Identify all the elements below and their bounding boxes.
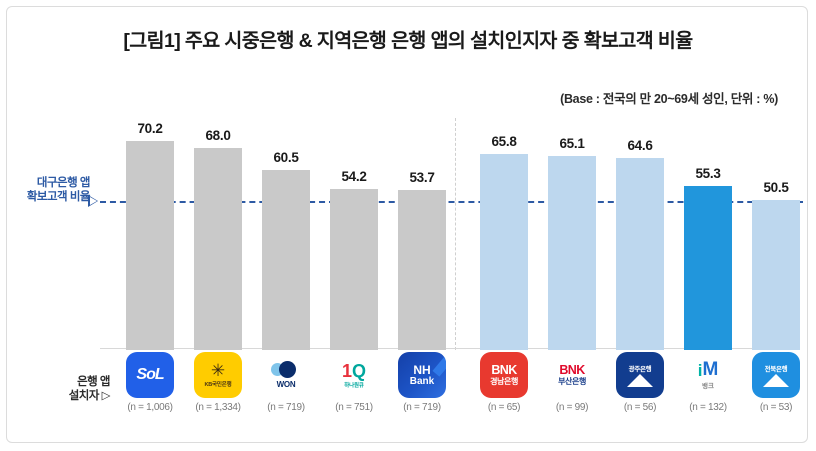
bar-value-label: 53.7	[409, 170, 435, 185]
bar-rect[interactable]	[126, 141, 174, 350]
sample-size-label: (n = 65)	[487, 402, 521, 413]
gwangju-logo-icon[interactable]: 광주은행	[616, 352, 664, 398]
nh-logo-icon[interactable]: NH Bank	[398, 352, 446, 398]
bank-entry-nh[interactable]: NH Bank (n = 719)	[390, 352, 454, 413]
won-logo-icon[interactable]: WON	[262, 352, 310, 398]
bar-rect[interactable]	[616, 158, 664, 350]
sample-size-label: (n = 1,334)	[195, 402, 241, 413]
bank-entry-sol[interactable]: SoL (n = 1,006)	[118, 352, 182, 413]
bank-entry-hana[interactable]: 1 Q 하나원큐 (n = 751)	[322, 352, 386, 413]
bar-value-label: 50.5	[763, 180, 789, 195]
im-logo-text: 뱅크	[702, 382, 714, 390]
hana-logo-icon[interactable]: 1 Q 하나원큐	[330, 352, 378, 398]
sol-logo-text: SoL	[136, 366, 164, 383]
bnk-kyongnam-logo-text-2: 경남은행	[490, 376, 518, 386]
page-title: [그림1] 주요 시중은행 & 지역은행 은행 앱의 설치인지자 중 확보고객 …	[123, 30, 693, 52]
bar-column[interactable]: 70.2	[118, 118, 182, 350]
bar-rect[interactable]	[398, 190, 446, 350]
jeonbuk-logo-icon[interactable]: 전북은행	[752, 352, 800, 398]
bank-entry-im[interactable]: i M 뱅크 (n = 132)	[676, 352, 740, 413]
bar-column[interactable]: 54.2	[322, 118, 386, 350]
reference-line-label: 대구은행 앱 확보고객 비율	[6, 176, 91, 204]
bar-rect[interactable]	[752, 200, 800, 350]
jeonbuk-logo-text: 전북은행	[764, 366, 788, 373]
bank-entry-jeonbuk[interactable]: 전북은행 (n = 53)	[744, 352, 808, 413]
bar-column[interactable]: 55.3	[676, 118, 740, 350]
reference-label-line2: 확보고객 비율	[26, 191, 91, 203]
bar-value-label: 65.1	[559, 136, 585, 151]
reference-line	[100, 201, 803, 203]
im-logo-icon[interactable]: i M 뱅크	[684, 352, 732, 398]
bar-value-label: 65.8	[491, 134, 517, 149]
reference-marker-inner-icon	[90, 197, 97, 205]
sample-size-label: (n = 99)	[555, 402, 589, 413]
bar-column[interactable]: 53.7	[390, 118, 454, 350]
installer-axis-label: 은행 앱 설치자 ▷	[30, 375, 111, 403]
kb-logo-icon[interactable]: ✳ KB국민은행	[194, 352, 242, 398]
bar-value-label: 55.3	[695, 166, 721, 181]
reference-label-line1: 대구은행 앱	[36, 177, 91, 189]
sol-logo-icon[interactable]: SoL	[126, 352, 174, 398]
hana-q-text: Q	[352, 360, 367, 381]
bank-entry-kb[interactable]: ✳ KB국민은행 (n = 1,334)	[186, 352, 250, 413]
bank-entry-bnk-kyongnam[interactable]: BNK 경남은행 (n = 65)	[472, 352, 536, 413]
bar-column[interactable]: 65.1	[540, 118, 604, 350]
nh-stripe-icon	[432, 352, 446, 377]
sample-size-label: (n = 719)	[267, 402, 305, 413]
im-i-text: i	[697, 360, 703, 380]
hana-mark-icon: 1 Q	[342, 362, 366, 380]
nh-logo-text-2: Bank	[409, 375, 435, 387]
bar-rect[interactable]	[330, 189, 378, 350]
bar-value-label: 54.2	[341, 169, 367, 184]
bar-rect[interactable]	[548, 156, 596, 350]
sample-size-label: (n = 751)	[335, 402, 373, 413]
jeonbuk-chevron-icon	[763, 374, 789, 387]
bar-column[interactable]: 68.0	[186, 118, 250, 350]
bnk-busan-logo-text-2: 부산은행	[558, 376, 586, 386]
group-divider	[455, 118, 456, 350]
bar-rect[interactable]	[480, 154, 528, 350]
bnk-busan-logo-text-1: BNK	[559, 362, 585, 377]
won-dot-dark-icon	[279, 361, 296, 378]
kb-logo-text: KB국민은행	[204, 381, 232, 388]
bnk-kyongnam-logo-text-1: BNK	[491, 362, 517, 377]
bnk-kyongnam-logo-icon[interactable]: BNK 경남은행	[480, 352, 528, 398]
im-m-text: M	[702, 358, 719, 380]
bank-entry-bnk-busan[interactable]: BNK 부산은행 (n = 99)	[540, 352, 604, 413]
won-logo-text: WON	[276, 380, 296, 389]
bar-rect[interactable]	[262, 170, 310, 350]
installer-label-line1: 은행 앱	[77, 376, 110, 388]
bar-rect[interactable]	[194, 148, 242, 350]
won-dots-icon	[271, 361, 301, 379]
sample-size-label: (n = 56)	[623, 402, 657, 413]
im-mark-icon: i M	[697, 358, 719, 380]
sample-size-label: (n = 53)	[759, 402, 793, 413]
bar-value-label: 68.0	[205, 128, 231, 143]
gwangju-logo-text: 광주은행	[628, 366, 652, 373]
sample-size-label: (n = 132)	[689, 402, 727, 413]
bar-column[interactable]: 64.6	[608, 118, 672, 350]
bank-entry-gwangju[interactable]: 광주은행 (n = 56)	[608, 352, 672, 413]
base-note: (Base : 전국의 만 20~69세 성인, 단위 : %)	[560, 92, 778, 106]
hana-one-text: 1	[341, 360, 352, 381]
sample-size-label: (n = 1,006)	[127, 402, 173, 413]
installer-label-line2: 설치자 ▷	[68, 390, 111, 402]
bar-value-label: 70.2	[137, 121, 163, 136]
x-axis-line	[100, 348, 800, 349]
bank-entry-won[interactable]: WON (n = 719)	[254, 352, 318, 413]
bar-value-label: 60.5	[273, 150, 299, 165]
hana-logo-text: 하나원큐	[344, 382, 364, 389]
bar-column[interactable]: 60.5	[254, 118, 318, 350]
bnk-busan-logo-icon[interactable]: BNK 부산은행	[548, 352, 596, 398]
kb-star-icon: ✳	[210, 360, 226, 380]
bar-value-label: 64.6	[627, 138, 653, 153]
sample-size-label: (n = 719)	[403, 402, 441, 413]
gwangju-chevron-icon	[627, 374, 653, 387]
bar-column[interactable]: 65.8	[472, 118, 536, 350]
bar-column[interactable]: 50.5	[744, 118, 808, 350]
bar-rect-highlighted[interactable]	[684, 186, 732, 350]
nh-logo-text-1: NH	[413, 362, 431, 377]
